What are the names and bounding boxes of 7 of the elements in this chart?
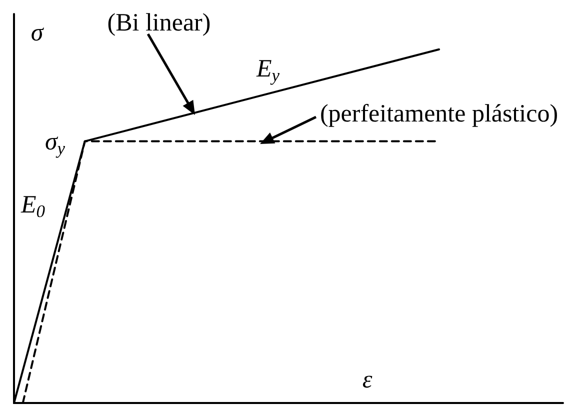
text: (Bi linear) bbox=[107, 10, 211, 36]
annotation: (perfeitamente plástico) bbox=[320, 100, 558, 128]
x-axis-title: ε bbox=[362, 366, 372, 394]
annotation: E$_{0}$ bbox=[20, 192, 46, 221]
annotation: σ$_{y}$ bbox=[44, 128, 66, 158]
annotation: E$_{y}$ bbox=[256, 56, 280, 85]
y-axis-title: σ bbox=[30, 20, 44, 46]
